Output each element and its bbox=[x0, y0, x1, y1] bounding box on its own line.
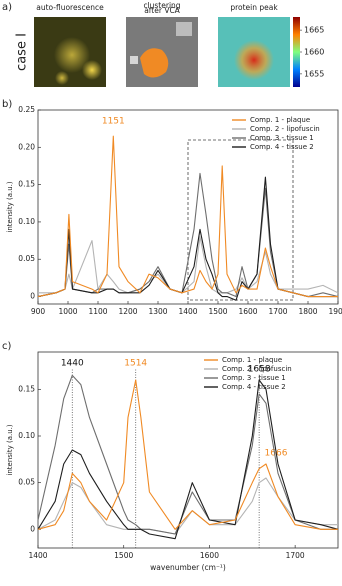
image-title: protein peak bbox=[230, 3, 278, 12]
colorbar-tick-label: 1660 bbox=[304, 48, 324, 57]
y-tick-label: 0.10 bbox=[18, 217, 35, 226]
y-tick-label: 0 bbox=[30, 292, 35, 301]
x-tick-label: 1700 bbox=[286, 551, 305, 560]
annotation: 1151 bbox=[102, 117, 125, 127]
x-tick-label: 1500 bbox=[114, 551, 133, 560]
panel-label: c) bbox=[2, 341, 11, 352]
y-tick-label: 0.15 bbox=[18, 180, 35, 189]
y-axis-label: intensity (a.u.) bbox=[6, 424, 14, 475]
x-tick-label: 1900 bbox=[328, 307, 342, 316]
highlight-box bbox=[187, 139, 294, 301]
image-autofluorescence bbox=[34, 17, 106, 87]
plot-frame bbox=[37, 351, 339, 549]
image-title: clustering bbox=[143, 1, 180, 10]
x-tick-label: 1300 bbox=[148, 307, 167, 316]
legend-label: Comp. 2 - lipofuscin bbox=[250, 125, 320, 133]
x-tick-label: 1500 bbox=[208, 307, 227, 316]
legend-label: Comp. 3 - tissue 1 bbox=[250, 134, 314, 142]
x-tick-label: 1700 bbox=[268, 307, 287, 316]
spectrum-line bbox=[38, 236, 339, 294]
x-tick-label: 1100 bbox=[88, 307, 107, 316]
y-tick-label: 0.20 bbox=[18, 142, 35, 151]
colorbar-tick-label: 1665 bbox=[304, 26, 324, 35]
x-axis-label: wavenumber (cm⁻¹) bbox=[150, 563, 226, 572]
x-tick-label: 1600 bbox=[200, 551, 219, 560]
y-tick-label: 0.10 bbox=[18, 431, 35, 440]
y-axis-label: intensity (a.u.) bbox=[6, 181, 14, 232]
panel-label: b) bbox=[2, 99, 12, 110]
image-protein-peak bbox=[218, 17, 290, 87]
legend-label: Comp. 1 - plaque bbox=[250, 116, 310, 124]
y-tick-label: 0.05 bbox=[18, 254, 35, 263]
panel-label: a) bbox=[2, 2, 12, 13]
x-tick-label: 1400 bbox=[28, 551, 47, 560]
spectrum-line bbox=[37, 379, 339, 540]
legend-label: Comp. 3 - tissue 1 bbox=[222, 374, 286, 382]
image-title: after VCA bbox=[144, 6, 180, 15]
y-tick-label: 0 bbox=[30, 524, 35, 533]
annotation: 1658 bbox=[248, 364, 271, 374]
legend-label: Comp. 2 - lipofuscin bbox=[222, 365, 292, 373]
spectrum-line bbox=[37, 176, 338, 301]
spectrum-line bbox=[37, 135, 338, 298]
y-tick-label: 0.25 bbox=[18, 105, 35, 114]
colorbar bbox=[293, 17, 300, 87]
y-tick-label: 0.15 bbox=[18, 384, 35, 393]
image-title: auto-fluorescence bbox=[36, 3, 104, 12]
spectrum-line bbox=[37, 374, 338, 535]
x-tick-label: 1000 bbox=[58, 307, 77, 316]
x-tick-label: 1600 bbox=[238, 307, 257, 316]
x-tick-label: 1800 bbox=[298, 307, 317, 316]
legend-label: Comp. 4 - tissue 2 bbox=[250, 143, 314, 151]
x-tick-label: 900 bbox=[31, 307, 46, 316]
annotation: 1514 bbox=[124, 359, 147, 369]
image-clustering bbox=[126, 17, 198, 87]
x-tick-label: 1400 bbox=[178, 307, 197, 316]
case-label: case I bbox=[15, 33, 30, 71]
y-tick-label: 0.05 bbox=[18, 478, 35, 487]
colorbar-tick-label: 1655 bbox=[304, 69, 324, 78]
annotation: 1440 bbox=[61, 359, 84, 369]
spectrum-line bbox=[37, 379, 338, 530]
legend-label: Comp. 4 - tissue 2 bbox=[222, 383, 286, 391]
x-tick-label: 1200 bbox=[118, 307, 137, 316]
legend-label: Comp. 1 - plaque bbox=[222, 356, 282, 364]
